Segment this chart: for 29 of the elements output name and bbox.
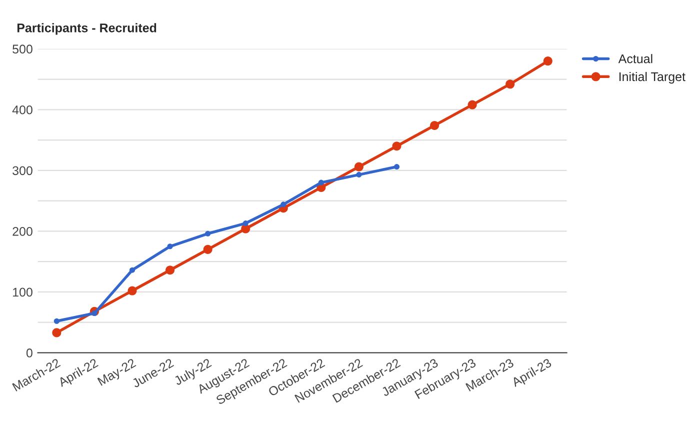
point xyxy=(129,267,136,273)
point xyxy=(92,310,98,316)
point xyxy=(54,318,60,324)
y-tick-label: 0 xyxy=(26,348,32,358)
y-tick-label: 300 xyxy=(12,166,32,176)
point xyxy=(203,244,212,254)
y-tick-label: 200 xyxy=(12,227,32,236)
point xyxy=(506,80,515,89)
point xyxy=(52,328,62,338)
chart-title: Participants - Recruited xyxy=(17,23,156,35)
point xyxy=(318,180,324,186)
y-tick-label: 500 xyxy=(12,44,32,54)
point xyxy=(394,164,400,170)
y-tick-label: 400 xyxy=(12,105,32,114)
point xyxy=(468,100,477,110)
legend-label: Initial Target xyxy=(619,72,686,84)
legend-label: Actual xyxy=(618,54,652,64)
point xyxy=(167,244,173,250)
point xyxy=(392,142,402,151)
point xyxy=(354,162,364,172)
y-tick-label: 100 xyxy=(13,288,32,297)
point xyxy=(543,56,552,66)
point xyxy=(166,266,175,275)
point xyxy=(280,202,286,208)
point xyxy=(356,172,362,178)
point xyxy=(205,230,211,236)
point xyxy=(242,220,248,226)
point xyxy=(430,120,440,130)
point xyxy=(128,286,137,296)
